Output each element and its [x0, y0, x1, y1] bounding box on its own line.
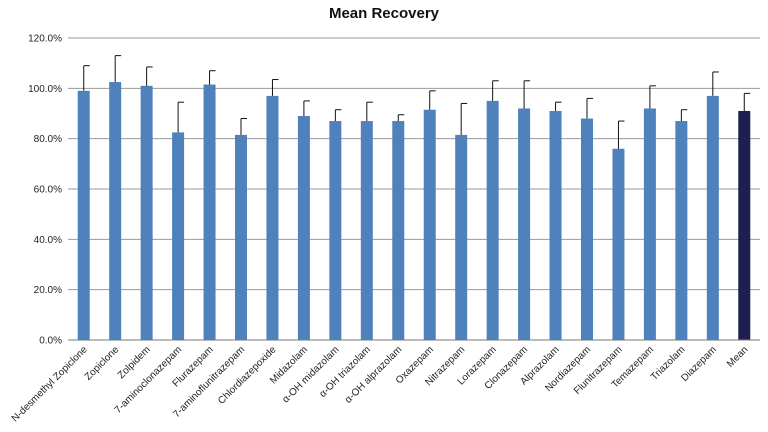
bar	[643, 108, 656, 340]
error-bar	[712, 71, 719, 96]
gridlines	[68, 37, 760, 291]
bar	[518, 108, 531, 340]
bar	[203, 84, 216, 340]
chart-title: Mean Recovery	[328, 5, 440, 22]
bar	[329, 121, 342, 340]
error-bar	[429, 90, 436, 110]
y-axis-ticks: 0.0% 20.0% 40.0% 60.0% 80.0% 100.0% 120.0%	[28, 34, 62, 347]
error-bar	[366, 101, 373, 122]
y-tick-label: 40.0%	[34, 235, 62, 246]
error-bar	[177, 101, 185, 133]
error-bar	[555, 101, 562, 111]
bar	[172, 132, 185, 340]
bar	[360, 121, 373, 340]
x-tick-label: α-OH alprazolam	[343, 344, 404, 405]
bar	[140, 85, 153, 340]
error-bar	[271, 79, 279, 96]
error-bar	[460, 102, 468, 135]
error-bar	[649, 85, 656, 109]
bar	[109, 82, 122, 341]
bar	[455, 134, 468, 340]
y-tick-label: 120.0%	[28, 34, 62, 45]
error-bar	[83, 65, 90, 91]
bar	[235, 134, 247, 340]
bar	[675, 121, 688, 340]
error-bar	[492, 80, 499, 101]
error-bars	[83, 55, 751, 149]
bar	[581, 118, 593, 341]
bar	[266, 95, 279, 340]
error-bar	[617, 120, 625, 149]
error-bar	[114, 55, 122, 83]
x-tick-label: N-desmethyl Zopiclone	[10, 344, 90, 424]
bar	[612, 148, 625, 340]
error-bar	[523, 80, 531, 109]
x-tick-label: Chlordiazepoxide	[216, 344, 279, 407]
error-bar	[209, 70, 216, 85]
error-bar	[680, 109, 688, 122]
y-tick-label: 100.0%	[28, 84, 62, 95]
error-bar	[334, 109, 342, 122]
error-bar	[146, 66, 153, 86]
bar	[77, 90, 90, 340]
bar	[738, 110, 751, 340]
error-bar	[397, 114, 405, 122]
bar	[392, 121, 405, 340]
error-bar	[743, 92, 751, 111]
x-tick-label: Mean	[725, 344, 750, 369]
bar	[706, 95, 719, 340]
bar	[423, 109, 436, 340]
y-tick-label: 20.0%	[34, 285, 62, 296]
bar	[486, 100, 499, 341]
bar	[297, 116, 310, 341]
y-tick-label: 0.0%	[39, 336, 62, 347]
error-bar	[303, 100, 310, 117]
y-tick-label: 60.0%	[34, 185, 62, 196]
x-tick-label: α-OH midazolam	[280, 344, 341, 405]
error-bar	[586, 97, 593, 119]
x-tick-label: Zopiclone	[83, 344, 122, 383]
x-axis-labels: N-desmethyl ZopicloneZopicloneZolpidem7-…	[10, 344, 751, 424]
bars	[77, 82, 751, 341]
y-tick-label: 80.0%	[34, 134, 62, 145]
error-bar	[240, 118, 247, 135]
bar	[549, 110, 562, 340]
